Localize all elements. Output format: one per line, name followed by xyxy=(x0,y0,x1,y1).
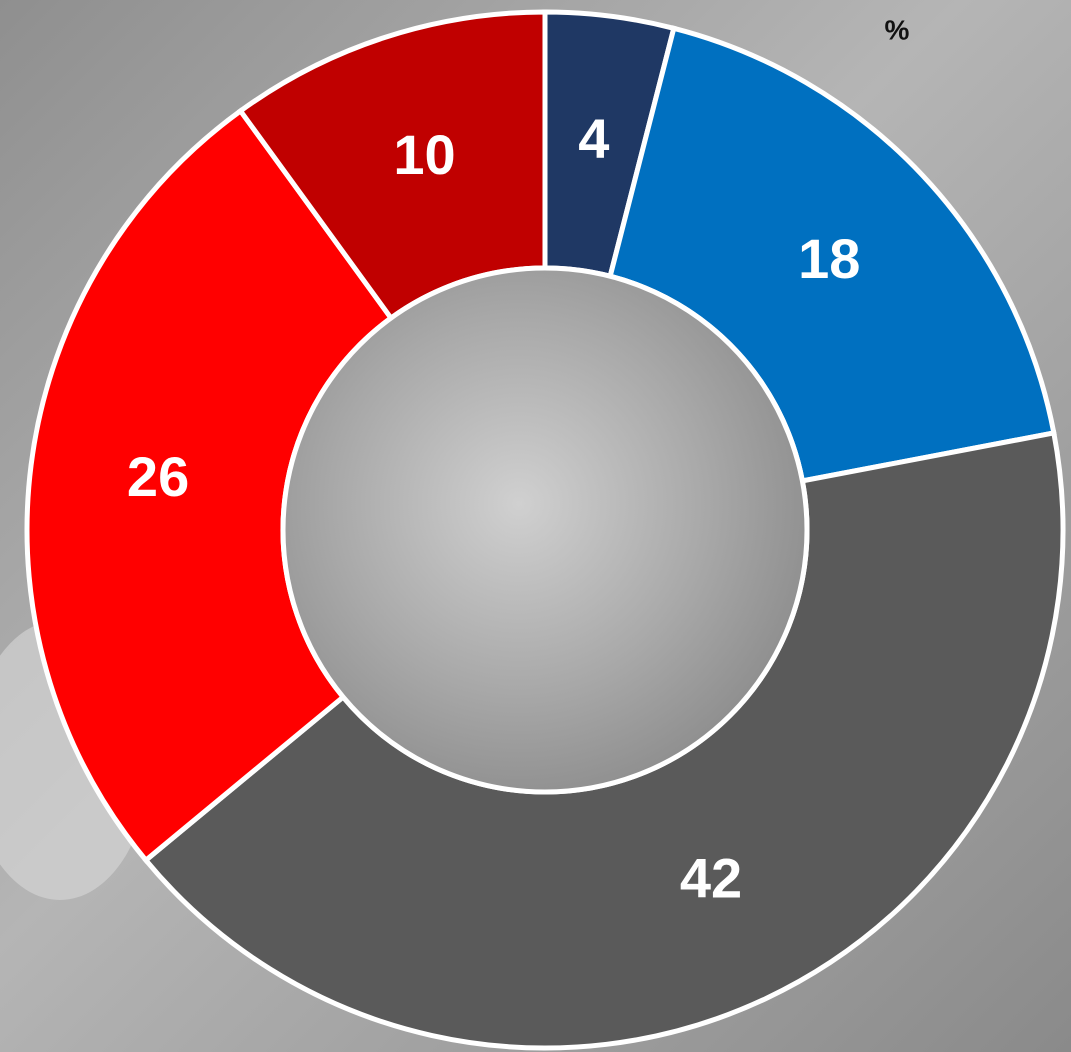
chart: % 4 18 42 26 10 xyxy=(0,0,1071,1052)
unit-label: % xyxy=(885,14,910,45)
center-photo xyxy=(283,268,807,792)
data-label: 18 xyxy=(798,227,860,290)
data-label: 42 xyxy=(680,847,742,910)
data-label: 4 xyxy=(578,107,609,170)
page: % 418422610 (() => { const data = JSON.p… xyxy=(0,0,1071,1052)
data-label: 26 xyxy=(127,445,189,508)
data-label: 10 xyxy=(393,123,455,186)
